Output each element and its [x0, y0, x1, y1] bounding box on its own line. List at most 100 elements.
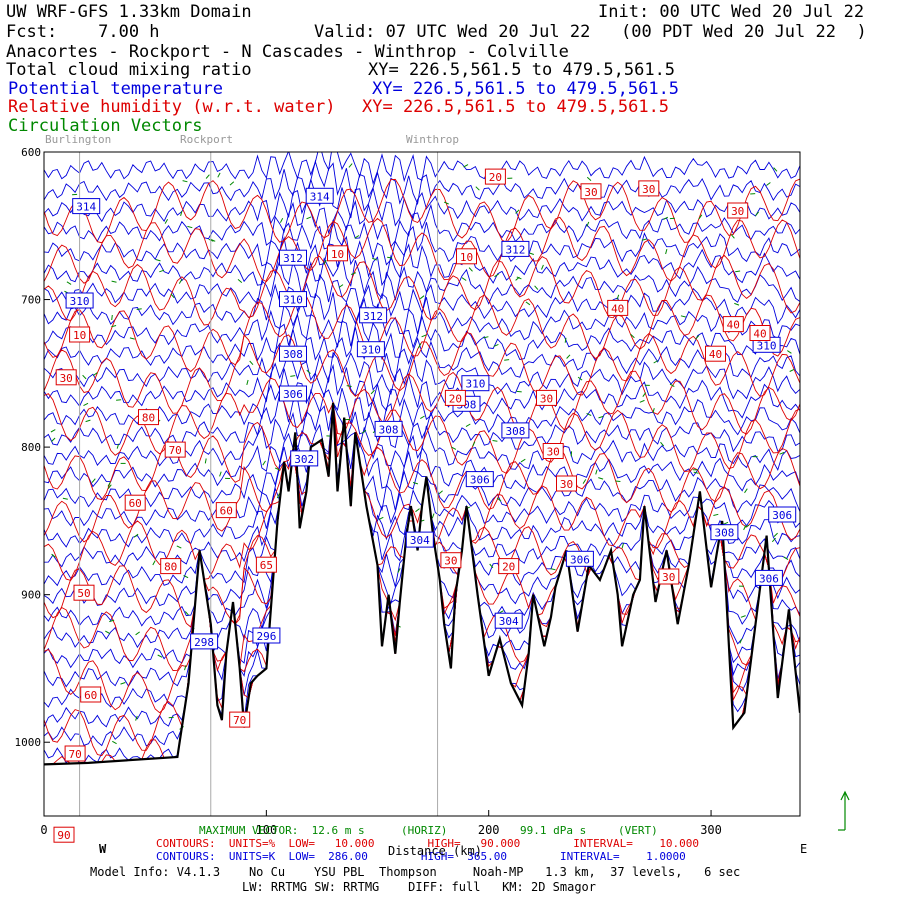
svg-text:304: 304 [499, 615, 519, 628]
svg-text:314: 314 [76, 201, 96, 214]
circulation-vector [494, 273, 499, 278]
circulation-vector [183, 575, 189, 579]
svg-text:312: 312 [363, 310, 383, 323]
circulation-vector [621, 543, 624, 549]
circulation-vector [680, 315, 686, 318]
rh-contour-label: 10 [327, 245, 348, 262]
rh-contour-line [44, 402, 800, 765]
svg-text:30: 30 [662, 571, 675, 584]
svg-text:314: 314 [310, 190, 330, 203]
circulation-vector [693, 471, 699, 474]
place-guide-lines [79, 152, 439, 816]
circulation-vector [135, 715, 138, 721]
west-label: W [99, 842, 107, 856]
svg-text:306: 306 [470, 474, 490, 487]
circulation-vector [155, 259, 161, 262]
x-tick-label: 0 [40, 823, 47, 837]
rh-contour-label: 40 [705, 345, 726, 362]
circulation-vector [182, 180, 188, 183]
svg-text:50: 50 [77, 587, 90, 600]
circulation-vector [204, 458, 207, 464]
circulation-vector [504, 359, 510, 361]
rh-contour-line [44, 402, 800, 765]
max-vector-vert: 99.1 dPa s [520, 824, 587, 837]
circulation-vector [461, 277, 467, 281]
circulation-vector [51, 437, 56, 442]
contour-labels: 314 314 312 312 310 310 312 310 310 308 310 306 308 3… [53, 168, 797, 843]
svg-text:308: 308 [505, 425, 525, 438]
svg-text:90: 90 [57, 829, 70, 842]
circulation-vector [451, 446, 457, 450]
circulation-vector [85, 419, 91, 423]
svg-text:30: 30 [642, 183, 655, 196]
circulation-vector [219, 471, 222, 477]
svg-text:70: 70 [68, 748, 81, 761]
theta-contour-label: 314 [72, 198, 101, 215]
theta-contour-label: 306 [279, 385, 307, 402]
svg-text:306: 306 [570, 553, 590, 566]
rh-contour-label: 80 [160, 558, 182, 575]
circulation-vector [653, 360, 659, 364]
theta-contour-label: 314 [305, 187, 334, 204]
circulation-vector [246, 379, 249, 386]
circulation-vector [515, 209, 520, 214]
svg-text:70: 70 [233, 714, 246, 727]
circulation-vector [577, 376, 583, 381]
theta-contour-label: 302 [290, 450, 319, 467]
place-burlington: Burlington [45, 133, 112, 146]
svg-text:310: 310 [757, 339, 777, 352]
circulation-vector [755, 211, 759, 217]
place-winthrop: Winthrop [406, 133, 459, 146]
theta-contour-label: 306 [754, 569, 783, 586]
svg-text:308: 308 [283, 348, 303, 361]
place-rockport: Rockport [180, 133, 233, 146]
circulation-vector [472, 441, 476, 447]
svg-text:80: 80 [142, 412, 155, 425]
x-tick-label: 200 [478, 823, 500, 837]
circulation-vector [361, 429, 367, 434]
rh-contour-line [44, 254, 800, 326]
svg-text:20: 20 [502, 561, 515, 574]
theta-contour-line [44, 152, 800, 186]
circulation-vector [249, 360, 254, 366]
circulation-vector [419, 295, 425, 300]
theta-contour-label: 308 [279, 345, 307, 362]
axes: 600 700 800 900 1000 0 100 200 300 [15, 146, 722, 837]
circulation-vector [164, 218, 169, 224]
circulation-vector [370, 389, 375, 395]
circulation-vector [237, 279, 243, 283]
theta-contour-line [44, 235, 800, 287]
circulation-vector [787, 350, 792, 354]
east-label: E [800, 842, 808, 856]
circulation-vector [184, 665, 187, 671]
circulation-vector [168, 716, 174, 719]
circulation-vector [550, 568, 556, 571]
circulation-vector [468, 267, 473, 272]
max-vector-vert-unit: (VERT) [618, 824, 658, 837]
theta-contour-line [44, 253, 800, 305]
svg-text:60: 60 [129, 497, 142, 510]
svg-text:30: 30 [731, 205, 744, 218]
circulation-vector [663, 216, 669, 220]
circulation-vector [105, 630, 110, 634]
field-rh-label: Relative humidity (w.r.t. water) [8, 97, 336, 117]
rh-contour-label: 80 [138, 409, 159, 426]
theta-contour-info: CONTOURS: UNITS=K LOW= 286.00 HIGH= 365.… [156, 850, 686, 863]
forecast-hour: Fcst: 7.00 h [6, 22, 160, 42]
rh-contour-label: 10 [456, 248, 477, 265]
x-axis-title: Distance (km) [388, 844, 482, 858]
rh-contour-label: 60 [215, 502, 237, 519]
circulation-vector [489, 563, 494, 569]
circulation-vector [276, 493, 280, 499]
svg-text:30: 30 [540, 392, 553, 405]
y-tick-label: 900 [21, 589, 41, 602]
svg-text:312: 312 [283, 252, 303, 265]
rh-contour-line [44, 402, 800, 543]
svg-text:70: 70 [169, 444, 182, 457]
rh-contour-label: 70 [64, 745, 86, 762]
circulation-vector [210, 238, 216, 242]
circulation-vector [354, 235, 360, 239]
circulation-vector [129, 337, 135, 340]
circulation-vector [520, 458, 526, 463]
circulation-vector [730, 234, 735, 239]
